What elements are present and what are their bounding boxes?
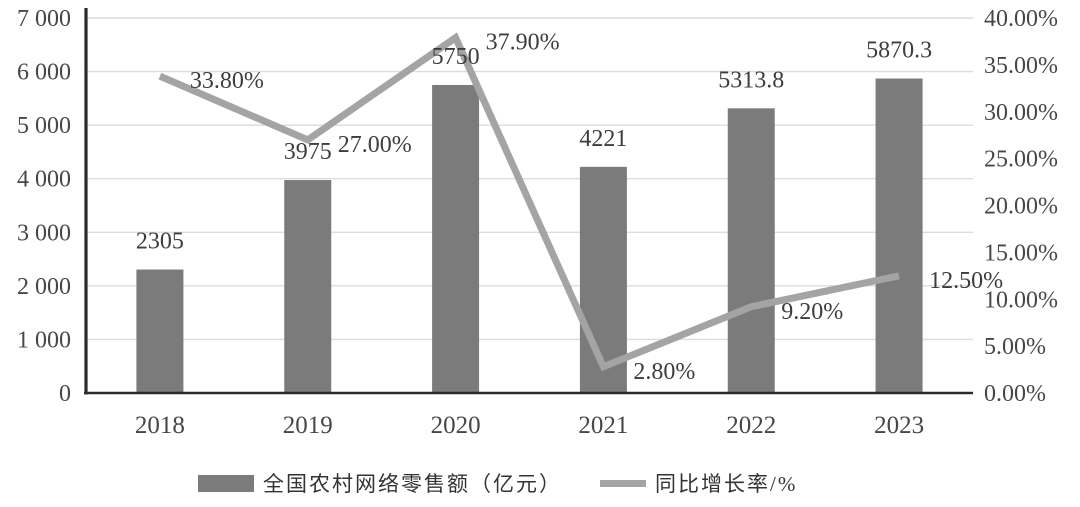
bar [875, 78, 923, 393]
bar-value-label: 4221 [579, 126, 627, 152]
bar-value-label: 5750 [432, 44, 480, 70]
right-axis-tick-label: 5.00% [984, 334, 1046, 360]
legend-item-bar-series: 全国农村网络零售额（亿元） [198, 468, 562, 498]
right-axis-tick-label: 35.00% [984, 53, 1058, 79]
left-axis-tick-label: 6 000 [17, 60, 71, 86]
bar [432, 84, 480, 393]
line-series-swatch-icon [600, 479, 646, 487]
left-axis-tick-label: 3 000 [17, 220, 71, 246]
bar [727, 108, 775, 393]
right-axis-tick-label: 25.00% [984, 147, 1058, 173]
bar [136, 269, 184, 393]
growth-rate-line [158, 32, 900, 372]
right-axis-tick-label: 10.00% [984, 287, 1058, 313]
left-axis-tick-label: 7 000 [17, 6, 71, 32]
right-axis-tick-label: 40.00% [984, 6, 1058, 32]
x-axis-category-label: 2018 [135, 412, 185, 439]
x-axis-category-label: 2023 [874, 412, 924, 439]
right-axis-tick-label: 0.00% [984, 381, 1046, 407]
bar-series-swatch-icon [198, 474, 254, 492]
left-axis-tick-label: 0 [59, 381, 71, 407]
x-axis-category-label: 2019 [283, 412, 333, 439]
x-axis-category-label: 2020 [431, 412, 481, 439]
left-axis-tick-label: 1 000 [17, 327, 71, 353]
right-axis-tick-label: 30.00% [984, 100, 1058, 126]
line-value-label: 12.50% [929, 268, 1003, 294]
bar-series-label: 全国农村网络零售额（亿元） [263, 472, 562, 496]
bar-value-label: 2305 [136, 229, 184, 255]
line-value-label: 27.00% [338, 132, 412, 158]
line-value-label: 33.80% [190, 68, 264, 94]
line-value-label: 37.90% [486, 30, 560, 56]
x-axis-category-label: 2022 [726, 412, 776, 439]
chart-legend: 全国农村网络零售额（亿元） 同比增长率/% [198, 468, 797, 498]
bar-value-label: 5870.3 [866, 38, 932, 64]
x-axis-category-label: 2021 [578, 412, 628, 439]
bar [579, 166, 627, 393]
right-axis-tick-label: 20.00% [984, 194, 1058, 220]
legend-item-line-series: 同比增长率/% [600, 468, 797, 498]
bar [284, 180, 332, 393]
left-axis-tick-label: 2 000 [17, 274, 71, 300]
line-series-label: 同比增长率/% [655, 472, 798, 496]
left-axis-tick-label: 4 000 [17, 167, 71, 193]
bar-value-label: 5313.8 [718, 67, 784, 93]
left-axis-tick-label: 5 000 [17, 113, 71, 139]
line-value-label: 2.80% [633, 359, 695, 385]
bar-value-label: 3975 [284, 139, 332, 165]
line-value-label: 9.20% [781, 299, 843, 325]
right-axis-tick-label: 15.00% [984, 240, 1058, 266]
